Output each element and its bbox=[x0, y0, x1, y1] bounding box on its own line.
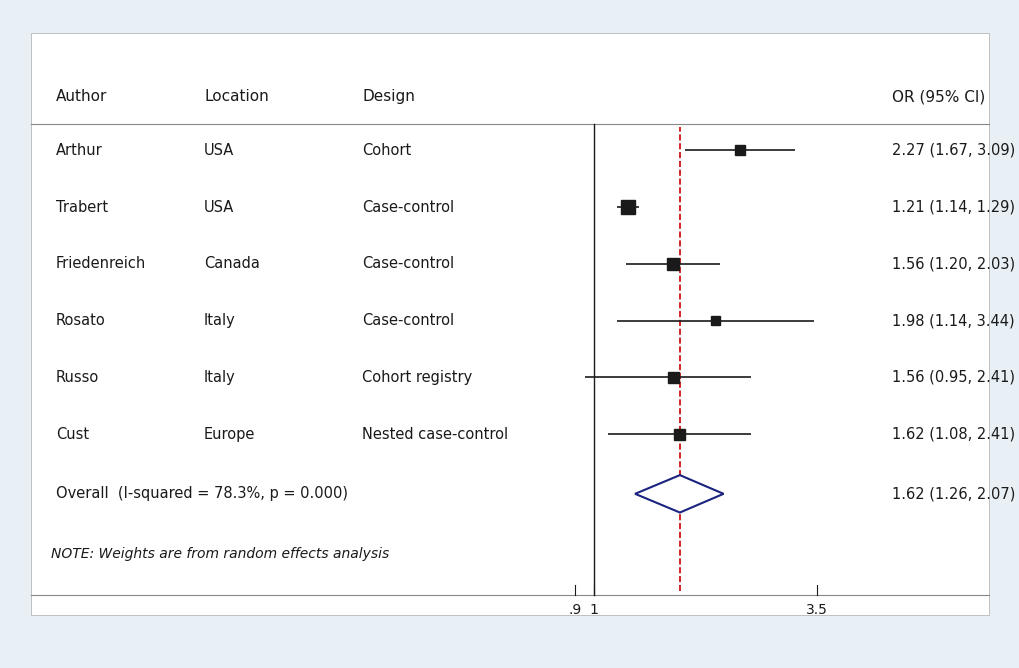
Text: 1.98 (1.14, 3.44): 1.98 (1.14, 3.44) bbox=[892, 313, 1014, 328]
Bar bbox=[621, 200, 634, 214]
Text: 1: 1 bbox=[589, 603, 598, 617]
Text: Cust: Cust bbox=[56, 427, 89, 442]
Text: 1.56 (1.20, 2.03): 1.56 (1.20, 2.03) bbox=[892, 257, 1015, 271]
Text: 1.62 (1.08, 2.41): 1.62 (1.08, 2.41) bbox=[892, 427, 1015, 442]
Text: 3.5: 3.5 bbox=[805, 603, 827, 617]
Text: Russo: Russo bbox=[56, 370, 99, 385]
Text: Italy: Italy bbox=[204, 313, 235, 328]
Bar bbox=[666, 258, 679, 270]
Text: Case-control: Case-control bbox=[362, 313, 453, 328]
Bar bbox=[667, 372, 678, 383]
Text: Europe: Europe bbox=[204, 427, 255, 442]
Text: USA: USA bbox=[204, 143, 234, 158]
Bar bbox=[674, 429, 685, 440]
Text: Author: Author bbox=[56, 90, 107, 104]
Text: Case-control: Case-control bbox=[362, 257, 453, 271]
Text: OR (95% CI): OR (95% CI) bbox=[892, 90, 984, 104]
Text: 1.62 (1.26, 2.07): 1.62 (1.26, 2.07) bbox=[892, 486, 1015, 501]
Bar bbox=[31, 33, 988, 615]
Text: Overall  (I-squared = 78.3%, p = 0.000): Overall (I-squared = 78.3%, p = 0.000) bbox=[56, 486, 347, 501]
Text: Case-control: Case-control bbox=[362, 200, 453, 214]
Text: Cohort registry: Cohort registry bbox=[362, 370, 472, 385]
Text: Location: Location bbox=[204, 90, 268, 104]
Bar bbox=[735, 145, 744, 156]
Text: 1.21 (1.14, 1.29): 1.21 (1.14, 1.29) bbox=[892, 200, 1015, 214]
Text: 1.56 (0.95, 2.41): 1.56 (0.95, 2.41) bbox=[892, 370, 1015, 385]
Text: Trabert: Trabert bbox=[56, 200, 108, 214]
Text: 2.27 (1.67, 3.09): 2.27 (1.67, 3.09) bbox=[892, 143, 1015, 158]
Text: Design: Design bbox=[362, 90, 415, 104]
Text: Italy: Italy bbox=[204, 370, 235, 385]
Polygon shape bbox=[635, 475, 722, 512]
Text: USA: USA bbox=[204, 200, 234, 214]
Text: NOTE: Weights are from random effects analysis: NOTE: Weights are from random effects an… bbox=[51, 547, 389, 561]
Text: Arthur: Arthur bbox=[56, 143, 103, 158]
Bar bbox=[710, 316, 719, 325]
Text: Friedenreich: Friedenreich bbox=[56, 257, 146, 271]
Text: Nested case-control: Nested case-control bbox=[362, 427, 507, 442]
Text: Cohort: Cohort bbox=[362, 143, 411, 158]
Text: .9: .9 bbox=[568, 603, 581, 617]
Text: Canada: Canada bbox=[204, 257, 260, 271]
Text: Rosato: Rosato bbox=[56, 313, 106, 328]
